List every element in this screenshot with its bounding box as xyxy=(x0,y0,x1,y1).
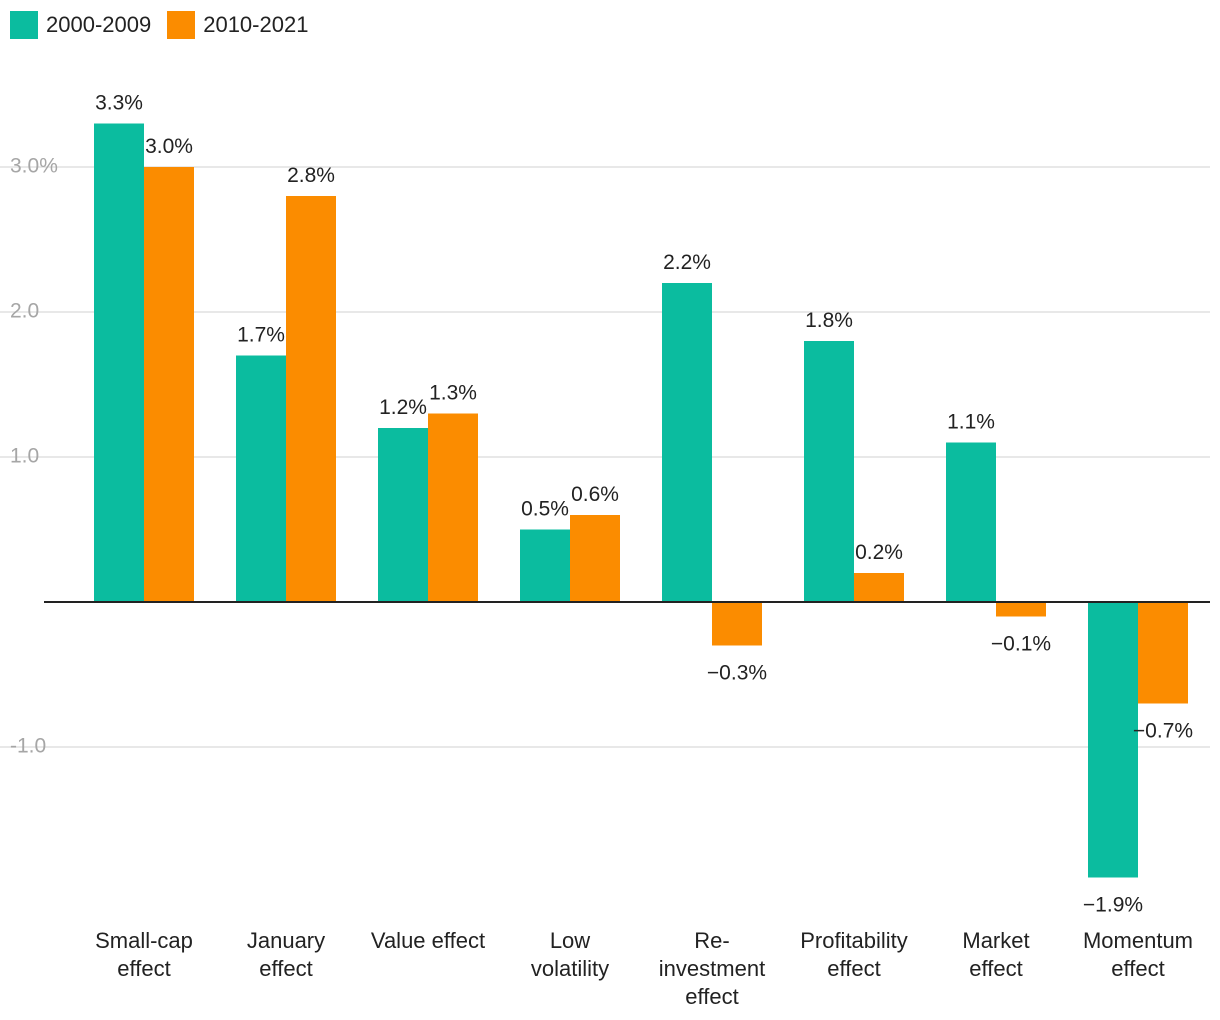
legend: 2000-2009 2010-2021 xyxy=(10,11,324,39)
legend-label-2000-2009: 2000-2009 xyxy=(46,12,152,37)
legend-label-2010-2021: 2010-2021 xyxy=(203,12,309,37)
x-tick-label-c2-l0: Value effect xyxy=(371,928,485,953)
x-tick-label-c7-l0: Momentum xyxy=(1083,928,1193,953)
y-tick-label-0: 3.0% xyxy=(10,155,58,178)
bar-s1-c5 xyxy=(854,573,904,602)
legend-swatch-2010-2021 xyxy=(167,11,196,39)
data-label-s0-c7: −1.9% xyxy=(1083,894,1143,917)
x-tick-label-c3-l1: volatility xyxy=(531,956,609,981)
bar-s0-c0 xyxy=(94,123,144,602)
bar-s1-c0 xyxy=(144,167,194,602)
data-label-s1-c0: 3.0% xyxy=(145,135,193,158)
x-tick-label-c3-l0: Low xyxy=(550,928,590,953)
legend-item-2010-2021: 2010-2021 xyxy=(167,11,308,39)
bar-s0-c2 xyxy=(378,428,428,602)
data-label-s1-c2: 1.3% xyxy=(429,382,477,405)
x-tick-label-c5-l0: Profitability xyxy=(800,928,908,953)
bar-s0-c7 xyxy=(1088,602,1138,878)
legend-item-2000-2009: 2000-2009 xyxy=(10,11,151,39)
x-tick-label-c0-l1: effect xyxy=(117,956,170,981)
x-tick-label-c4-l2: effect xyxy=(685,984,738,1009)
data-label-s0-c5: 1.8% xyxy=(805,309,853,332)
x-tick-label-c5-l1: effect xyxy=(827,956,880,981)
y-tick-label-2: 1.0 xyxy=(10,445,39,468)
x-tick-label-c4-l0: Re- xyxy=(694,928,729,953)
x-tick-label-c4-l1: investment xyxy=(659,956,765,981)
bar-s1-c4 xyxy=(712,602,762,646)
legend-swatch-2000-2009 xyxy=(10,11,38,39)
bar-s0-c3 xyxy=(520,529,570,602)
bar-s0-c4 xyxy=(662,283,712,602)
x-tick-label-c1-l1: effect xyxy=(259,956,312,981)
data-label-s0-c1: 1.7% xyxy=(237,324,285,347)
data-label-s1-c3: 0.6% xyxy=(571,483,619,506)
x-tick-label-c0-l0: Small-cap xyxy=(95,928,193,953)
bar-s0-c1 xyxy=(236,355,286,602)
data-label-s1-c5: 0.2% xyxy=(855,541,903,564)
bar-s0-c6 xyxy=(946,442,996,602)
data-label-s0-c0: 3.3% xyxy=(95,92,143,115)
x-tick-label-c1-l0: January xyxy=(247,928,325,953)
y-tick-label-3: -1.0 xyxy=(10,735,46,758)
x-tick-label-c7-l1: effect xyxy=(1111,956,1164,981)
bar-s1-c7 xyxy=(1138,602,1188,704)
data-label-s0-c3: 0.5% xyxy=(521,498,569,521)
bar-s1-c2 xyxy=(428,413,478,602)
data-label-s1-c4: −0.3% xyxy=(707,662,767,685)
data-label-s0-c2: 1.2% xyxy=(379,396,427,419)
y-tick-label-1: 2.0 xyxy=(10,300,39,323)
bar-s1-c3 xyxy=(570,515,620,602)
bar-s1-c1 xyxy=(286,196,336,602)
data-label-s1-c7: −0.7% xyxy=(1133,720,1193,743)
x-tick-label-c6-l0: Market xyxy=(962,928,1029,953)
x-tick-label-c6-l1: effect xyxy=(969,956,1022,981)
data-label-s1-c6: −0.1% xyxy=(991,633,1051,656)
bar-s1-c6 xyxy=(996,602,1046,617)
data-label-s0-c6: 1.1% xyxy=(947,411,995,434)
bar-s0-c5 xyxy=(804,341,854,602)
data-label-s1-c1: 2.8% xyxy=(287,164,335,187)
data-label-s0-c4: 2.2% xyxy=(663,251,711,274)
